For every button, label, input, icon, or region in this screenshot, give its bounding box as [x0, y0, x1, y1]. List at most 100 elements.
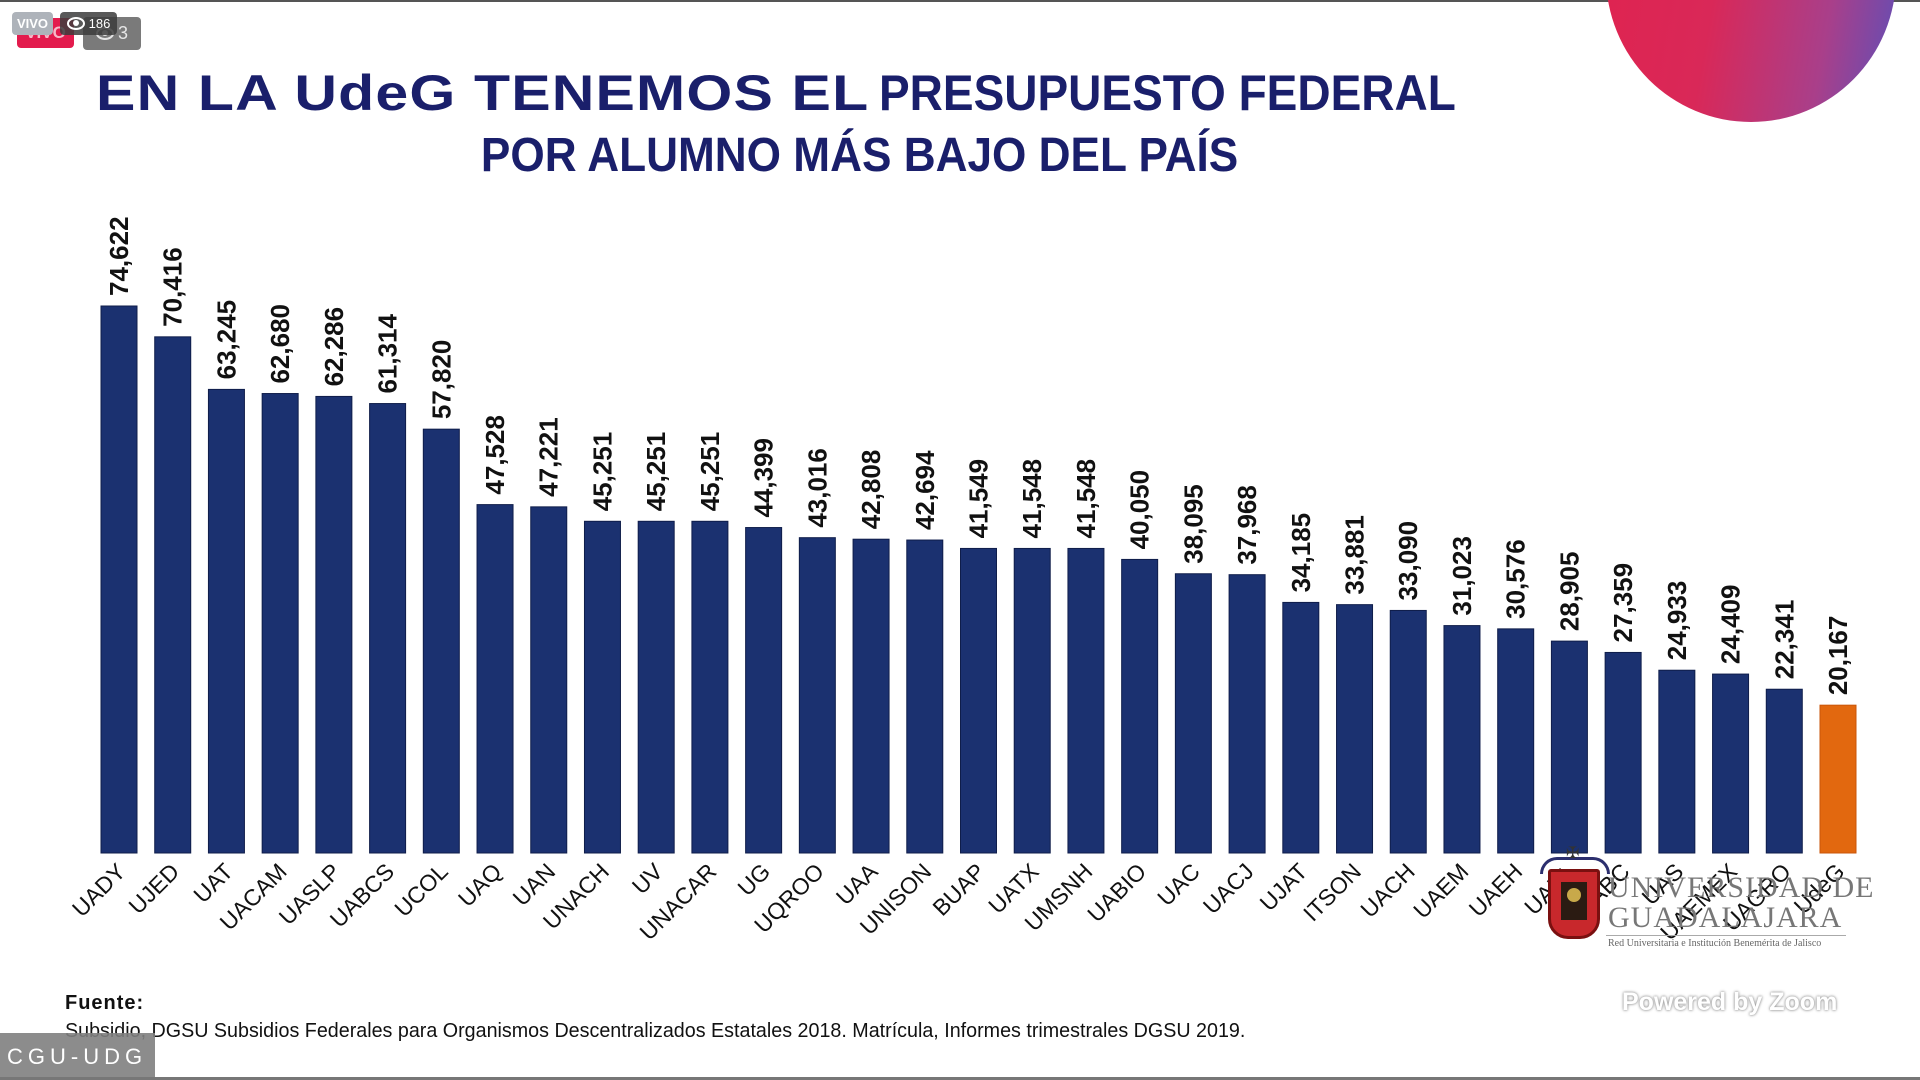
- category-label: UJED: [123, 858, 184, 919]
- value-label: 38,095: [1178, 484, 1208, 564]
- value-label: 45,251: [587, 432, 617, 512]
- bar-UADY: [100, 305, 138, 854]
- value-label: 37,968: [1232, 485, 1262, 565]
- powered-by-zoom: Powered by Zoom: [1622, 988, 1838, 1016]
- value-label: 22,341: [1769, 600, 1799, 680]
- crest-icon: [1548, 869, 1600, 939]
- value-label: 43,016: [802, 448, 832, 528]
- slide-title-line1: EN LA UdeG TENEMOS EL PRESUPUESTO FEDERAL: [0, 64, 1720, 122]
- crest-shield: [1561, 882, 1587, 920]
- category-label: UAEH: [1464, 858, 1528, 922]
- viewer-count-back-text: 3: [117, 23, 128, 43]
- bar-UNACAR: [691, 520, 729, 854]
- value-label: 70,416: [158, 247, 188, 327]
- live-badge: VIVO: [12, 12, 53, 35]
- bar-UQROO: [798, 537, 836, 854]
- bottom-border: [0, 1077, 1920, 1080]
- eye-icon: [66, 17, 85, 30]
- value-label: 33,090: [1393, 521, 1423, 601]
- bar-UAC: [1174, 573, 1212, 854]
- bar-highlight-UdeG: [1819, 704, 1857, 854]
- bar-UABC: [1604, 651, 1642, 854]
- live-badge-text: VIVO: [16, 16, 49, 31]
- value-label: 57,820: [426, 340, 456, 420]
- title-emphasis: EN LA UdeG TENEMOS EL: [95, 65, 870, 121]
- value-label: 30,576: [1501, 539, 1531, 619]
- category-label: UADY: [67, 858, 131, 922]
- value-label: 24,409: [1716, 585, 1746, 665]
- bar-UACAM: [261, 393, 299, 854]
- bar-UAS: [1658, 669, 1696, 854]
- category-label: UABIO: [1082, 858, 1151, 927]
- bar-UASLP: [315, 395, 353, 854]
- bar-UAN: [530, 506, 568, 854]
- bar-UANL: [1550, 640, 1588, 854]
- bar-UAGRO: [1765, 688, 1803, 854]
- category-label: BUAP: [927, 858, 990, 921]
- bar-UABIO: [1121, 558, 1159, 854]
- title-line2-text: POR ALUMNO MÁS BAJO DEL PAÍS: [481, 129, 1239, 182]
- category-label: UG: [732, 858, 775, 901]
- value-label: 27,359: [1608, 563, 1638, 643]
- bar-UJAT: [1282, 601, 1320, 854]
- bar-UAT: [207, 388, 245, 854]
- bar-UATX: [1013, 547, 1051, 854]
- value-label: 20,167: [1823, 616, 1853, 696]
- category-label: ITSON: [1298, 858, 1366, 926]
- value-label: 24,933: [1662, 581, 1692, 661]
- bar-UJED: [154, 336, 192, 854]
- category-label: UAQ: [453, 858, 507, 912]
- category-label: UV: [627, 858, 668, 899]
- bar-UACH: [1389, 609, 1427, 854]
- category-label: UACJ: [1198, 858, 1259, 919]
- value-label: 41,548: [1017, 459, 1047, 539]
- value-label: 41,548: [1071, 459, 1101, 539]
- crest-tree: [1567, 888, 1581, 902]
- bar-UAQ: [476, 504, 514, 854]
- bar-ITSON: [1336, 604, 1374, 854]
- viewer-count-text: 186: [88, 16, 111, 31]
- source-label: Fuente:: [65, 992, 145, 1014]
- value-label: 45,251: [695, 432, 725, 512]
- value-label: 41,549: [964, 459, 994, 539]
- value-label: 31,023: [1447, 536, 1477, 616]
- value-label: 33,881: [1340, 515, 1370, 595]
- bar-chart: 74,622UADY70,416UJED63,245UAT62,680UACAM…: [67, 216, 1857, 945]
- udg-logo: ✠ UNIVERSIDAD DE GUADALAJARA Red Univers…: [1540, 845, 1873, 955]
- bar-UG: [745, 527, 783, 854]
- title-rest: PRESUPUESTO FEDERAL: [879, 65, 1456, 121]
- bar-UNACH: [583, 520, 621, 854]
- viewer-count: 186: [60, 12, 117, 35]
- bar-UNISON: [906, 539, 944, 854]
- value-label: 63,245: [211, 300, 241, 380]
- cross-icon: ✠: [1566, 845, 1580, 862]
- logo-divider: [1606, 935, 1846, 936]
- slide-title-line2: POR ALUMNO MÁS BAJO DEL PAÍS: [0, 128, 1720, 183]
- category-label: UAEM: [1408, 858, 1473, 923]
- bar-UCOL: [422, 428, 460, 854]
- bar-UABCS: [369, 403, 407, 854]
- value-label: 28,905: [1554, 552, 1584, 632]
- value-label: 62,286: [319, 307, 349, 387]
- logo-text-line2: GUADALAJARA: [1608, 901, 1843, 934]
- bar-UMSNH: [1067, 547, 1105, 854]
- bar-BUAP: [960, 547, 997, 854]
- value-label: 44,399: [749, 438, 779, 518]
- value-label: 62,680: [265, 304, 295, 384]
- value-label: 40,050: [1125, 470, 1155, 550]
- bar-UV: [637, 520, 675, 854]
- bar-UAEH: [1497, 628, 1535, 854]
- value-label: 45,251: [641, 432, 671, 512]
- value-label: 74,622: [104, 216, 134, 296]
- logo-subtitle: Red Universitaria e Institución Beneméri…: [1608, 938, 1822, 949]
- bar-UAEM: [1443, 625, 1481, 854]
- value-label: 34,185: [1286, 513, 1316, 593]
- logo-text-line1: UNIVERSIDAD DE: [1608, 871, 1875, 904]
- bar-UACJ: [1228, 574, 1266, 854]
- top-border: [0, 0, 1920, 2]
- value-label: 47,528: [480, 415, 510, 495]
- value-label: 42,694: [910, 450, 940, 530]
- value-label: 42,808: [856, 450, 886, 530]
- category-label: UCOL: [389, 858, 453, 922]
- source-text: Subsidio, DGSU Subsidios Federales para …: [65, 1020, 1246, 1042]
